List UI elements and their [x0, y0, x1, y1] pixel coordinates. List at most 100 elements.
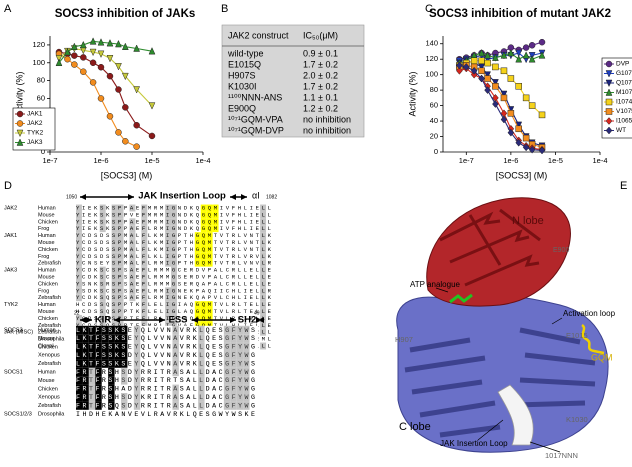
- table-cell: 1.2 ± 0.2: [303, 103, 338, 113]
- marker: [97, 95, 105, 102]
- marker: [538, 51, 546, 59]
- region-label: JAK Insertion Loop: [138, 191, 226, 202]
- residue-shade: [194, 232, 201, 240]
- residue-shade: [111, 280, 118, 288]
- species-label: Xenopus: [38, 353, 60, 359]
- residue-shade: [171, 252, 177, 260]
- legend-label: TYK2: [27, 130, 44, 137]
- marker: [528, 145, 536, 154]
- legend-label: DVP: [616, 61, 629, 68]
- residue-shade: [108, 393, 115, 402]
- residue-shade: [236, 384, 244, 393]
- residue-shade: [206, 321, 213, 329]
- residue-shade: [129, 218, 136, 226]
- marker: [16, 110, 24, 118]
- residue-shade: [141, 294, 148, 302]
- panel-label: A: [4, 3, 12, 15]
- residue-shade: [117, 218, 124, 226]
- residue-shade: [223, 384, 231, 393]
- y-tick-label: 60: [37, 93, 45, 102]
- species-label: Xenopus: [38, 395, 60, 401]
- residue-shade: [141, 218, 148, 226]
- arrow-head: [230, 194, 247, 200]
- residue-shade: [117, 314, 124, 322]
- residue-shade: [76, 287, 82, 295]
- residue-shade: [236, 359, 244, 368]
- residue-shade: [133, 359, 141, 368]
- residue-shade: [129, 252, 136, 260]
- residue-shade: [165, 314, 172, 322]
- marker: [148, 102, 156, 110]
- residue-shade: [95, 376, 102, 385]
- residue-shade: [129, 245, 136, 253]
- residue-shade: [129, 273, 136, 281]
- marker: [492, 79, 499, 87]
- x-tick-label: 1e-6: [93, 156, 108, 165]
- residue-shade: [111, 266, 118, 274]
- marker: [115, 39, 122, 48]
- y-axis-label: Activity (%): [407, 71, 417, 116]
- species-label: Frog: [38, 254, 49, 260]
- residue-shade: [243, 393, 250, 402]
- residue-shade: [117, 273, 124, 281]
- residue-shade: [171, 245, 177, 253]
- residue-shade: [111, 211, 118, 219]
- residue-shade: [171, 314, 177, 322]
- legend-label: WT: [616, 127, 626, 134]
- y-axis-label: Activity (%): [14, 71, 24, 116]
- marker: [605, 108, 613, 115]
- residue-shade: [198, 393, 205, 402]
- residue-shade: [114, 359, 121, 368]
- residue-shade: [194, 252, 201, 260]
- residue-number: 1050: [66, 194, 77, 200]
- residue-shade: [111, 301, 118, 309]
- residue-shade: [111, 314, 118, 322]
- sequence: YCDSDSSPMALFLKLIGPTHGQMTVTRLVRVLK: [76, 253, 272, 260]
- sequence: YCDSDSSPMALFLKMIGPTHGQMTVTRLVNTLK: [76, 246, 272, 253]
- residue-shade: [76, 367, 83, 377]
- residue-shade: [76, 384, 83, 393]
- residue-shade: [108, 359, 115, 368]
- marker: [492, 83, 499, 90]
- marker: [605, 98, 613, 106]
- residue-shade: [117, 321, 124, 329]
- residue-shade: [200, 204, 207, 212]
- residue-shade: [76, 273, 82, 281]
- residue-shade: [171, 308, 177, 315]
- species-label: Frog: [38, 288, 49, 294]
- residue-shade: [230, 334, 237, 343]
- region-label: αI: [252, 190, 260, 200]
- residue-shade: [236, 325, 244, 335]
- residue-shade: [194, 245, 201, 253]
- residue-shade: [114, 334, 121, 343]
- residue-shade: [76, 239, 82, 246]
- residue-shade: [165, 287, 172, 295]
- species-label: Chicken: [38, 219, 58, 225]
- marker: [456, 61, 463, 70]
- residue-shade: [206, 314, 213, 322]
- residue-shade: [165, 252, 172, 260]
- species-label: Zebrafish: [38, 361, 61, 367]
- series-line: [459, 67, 543, 151]
- table-header: JAK2 construct: [228, 30, 289, 40]
- residue-shade: [121, 401, 128, 410]
- residue-shade: [260, 211, 267, 219]
- marker: [64, 47, 71, 56]
- residue-shade: [260, 259, 267, 267]
- y-tick-label: 140: [425, 39, 438, 48]
- residue-shade: [101, 359, 109, 368]
- residue-shade: [236, 367, 244, 377]
- residue-shade: [171, 321, 177, 329]
- species-label: Mouse: [38, 274, 55, 280]
- residue-shade: [121, 325, 128, 335]
- residue-number: 1082: [266, 194, 277, 200]
- residue-shade: [141, 259, 148, 267]
- residue-shade: [141, 266, 148, 274]
- residue-shade: [260, 245, 267, 253]
- residue-shade: [260, 287, 267, 295]
- marker: [133, 143, 140, 150]
- marker: [106, 55, 114, 63]
- residue-shade: [230, 367, 237, 377]
- residue-shade: [260, 239, 267, 246]
- y-tick-label: 100: [425, 70, 438, 79]
